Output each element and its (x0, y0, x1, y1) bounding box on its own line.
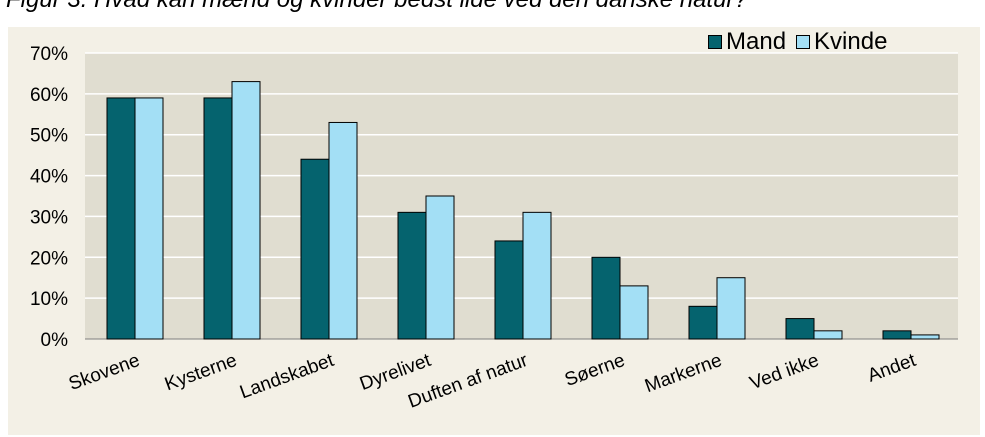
chart-title: Figur 3. Hvad kan mænd og kvinder bedst … (6, 0, 748, 14)
y-tick-label: 0% (41, 330, 69, 351)
x-tick-label: Kysterne (162, 350, 240, 395)
bar-kvinde (425, 195, 455, 340)
x-tick-label: Landskabet (237, 350, 337, 404)
y-tick-label: 10% (30, 289, 68, 310)
legend-label-mand: Mand (726, 28, 787, 55)
bar-kvinde (910, 334, 940, 340)
bar-kvinde (619, 285, 649, 340)
bar-mand (785, 318, 815, 340)
bar-kvinde (716, 277, 746, 340)
bar-kvinde (328, 121, 358, 340)
legend-swatch-mand (708, 35, 722, 49)
bar-mand (882, 330, 912, 340)
legend-item-mand: Mand (708, 28, 786, 56)
legend-swatch-kvinde (796, 35, 811, 49)
y-tick-label: 70% (30, 44, 68, 65)
bar-mand (688, 305, 718, 340)
x-tick-label: Søerne (562, 350, 628, 391)
x-tick-label: Skovene (66, 350, 143, 395)
bar-mand (203, 97, 233, 340)
bar-kvinde (134, 97, 164, 340)
bar-mand (106, 97, 136, 340)
bar-mand (494, 240, 524, 340)
bar-kvinde (231, 81, 261, 340)
bar-mand (397, 211, 427, 340)
y-tick-label: 50% (30, 126, 68, 147)
legend-item-kvinde: Kvinde (796, 28, 887, 56)
x-tick-label: Markerne (642, 350, 725, 397)
bar-mand (300, 158, 330, 340)
y-tick-label: 40% (30, 167, 68, 188)
y-tick-label: 60% (30, 85, 68, 106)
x-tick-label: Andet (865, 350, 920, 387)
bar-kvinde (813, 330, 843, 340)
legend: Mand Kvinde (708, 28, 897, 56)
bar-mand (591, 256, 621, 340)
y-tick-label: 20% (30, 248, 68, 269)
y-tick-label: 30% (30, 207, 68, 228)
bar-kvinde (522, 211, 552, 340)
x-tick-label: Ved ikke (747, 350, 822, 394)
legend-label-kvinde: Kvinde (814, 28, 888, 55)
